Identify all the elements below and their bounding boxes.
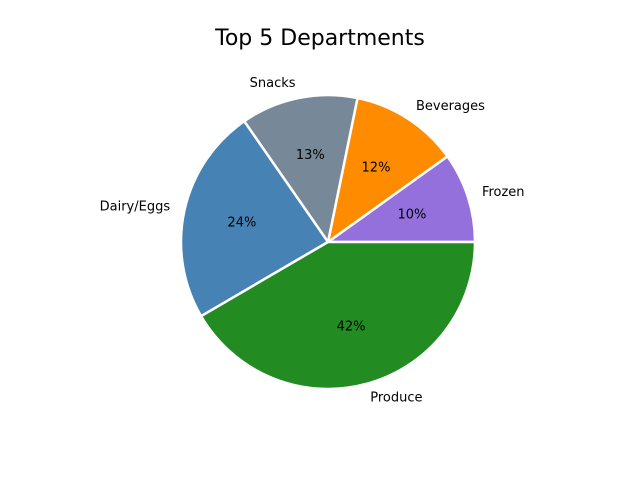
pie-slice-snacks [242, 93, 359, 244]
pie-slice-frozen [326, 155, 477, 244]
pie-labels: 10% Frozen 12% Beverages 13% Snacks 24% Dairy/E… [100, 76, 525, 405]
pie-slice-produce [199, 240, 477, 391]
pie-slice-dairy-eggs [179, 119, 330, 318]
pie-slices [179, 93, 477, 391]
pie-category-label-snacks: Snacks [250, 76, 296, 91]
pie-pct-label-snacks: 13% [296, 148, 325, 163]
pie-pct-label-beverages: 12% [362, 161, 391, 176]
pie-category-label-produce: Produce [370, 391, 422, 406]
pie-pct-label-dairy-eggs: 24% [227, 215, 256, 230]
pie-pct-label-frozen: 10% [398, 208, 427, 223]
chart-title: Top 5 Departments [215, 26, 425, 51]
pie-category-label-frozen: Frozen [482, 185, 525, 200]
pie-pct-label-produce: 42% [337, 320, 366, 335]
pie-slice-beverages [326, 96, 449, 244]
pie-category-label-dairy-eggs: Dairy/Eggs [100, 200, 171, 215]
pie-category-label-beverages: Beverages [416, 99, 485, 114]
